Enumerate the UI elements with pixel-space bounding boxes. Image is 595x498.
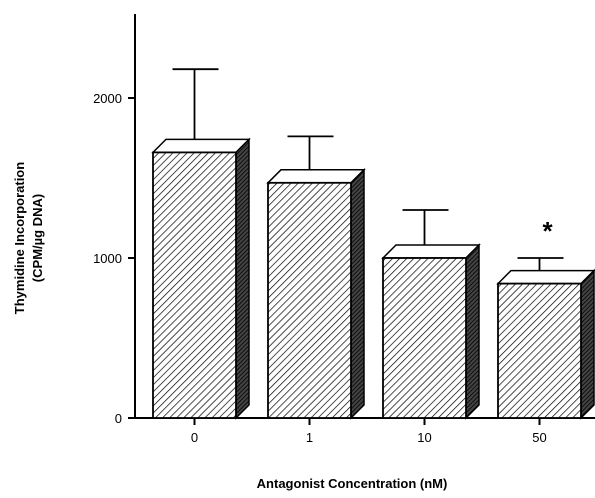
bar-top-face: [266, 169, 366, 184]
bar-group: *: [496, 216, 595, 420]
bar-group: [266, 135, 366, 420]
bar: [267, 181, 352, 419]
x-tick-label: 0: [191, 430, 198, 445]
y-axis-title-line2: (CPM/µg DNA): [30, 194, 45, 282]
x-tick-label: 1: [306, 430, 313, 445]
bars: *: [151, 68, 595, 420]
y-tick-label: 1000: [93, 251, 122, 266]
x-ticks: 0 1 10 50: [191, 418, 547, 445]
bar-top-face: [381, 244, 481, 259]
bar-side-face: [580, 268, 595, 420]
bar-side-face: [235, 137, 250, 420]
significance-marker: *: [542, 216, 553, 246]
bar-group: [381, 209, 481, 420]
bar-side-face: [465, 243, 480, 420]
bar: [382, 257, 467, 419]
bar: [152, 151, 237, 419]
bar-top-face: [496, 269, 595, 285]
y-ticks: 0 1000 2000: [93, 91, 135, 426]
x-tick-label: 10: [417, 430, 431, 445]
y-tick-label: 2000: [93, 91, 122, 106]
y-axis-title-line1: Thymidine Incorporation: [12, 162, 27, 314]
bar-top-face: [151, 138, 251, 154]
x-axis-title: Antagonist Concentration (nM): [257, 476, 448, 491]
y-tick-label: 0: [115, 411, 122, 426]
bar-side-face: [350, 167, 365, 420]
x-tick-label: 50: [532, 430, 546, 445]
bar: [497, 282, 582, 419]
bar-group: [151, 68, 251, 420]
